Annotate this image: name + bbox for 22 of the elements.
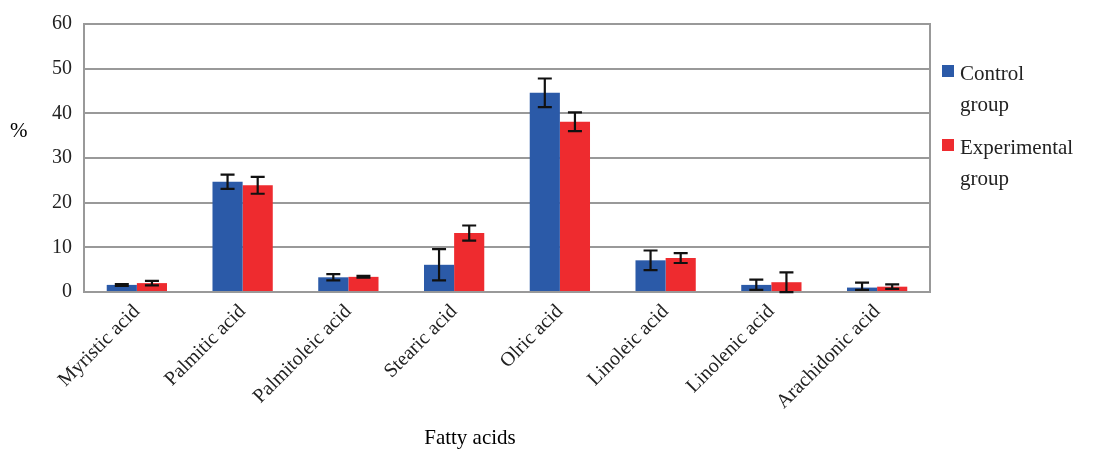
bar <box>635 260 666 292</box>
bar <box>454 233 485 292</box>
y-tick-label: 20 <box>52 189 72 212</box>
bar <box>212 181 243 292</box>
bar <box>559 121 591 292</box>
x-tick-label: Olric acid <box>494 299 567 372</box>
legend-label: Experimental group <box>960 134 1074 192</box>
bar <box>665 258 696 292</box>
y-tick-label: 40 <box>52 100 72 123</box>
bar <box>529 92 560 292</box>
bar <box>348 276 379 292</box>
y-tick-label: 0 <box>62 279 72 302</box>
y-tick-label: 10 <box>52 234 72 257</box>
y-axis-title: % <box>10 118 28 143</box>
y-tick-label: 60 <box>52 11 72 34</box>
x-axis-title: Fatty acids <box>423 425 517 450</box>
bar <box>242 185 273 292</box>
bar <box>771 282 802 292</box>
y-tick-label: 30 <box>52 145 72 168</box>
bar <box>423 264 455 292</box>
y-tick-label: 50 <box>52 55 72 78</box>
legend-label: Control group <box>960 60 1026 118</box>
